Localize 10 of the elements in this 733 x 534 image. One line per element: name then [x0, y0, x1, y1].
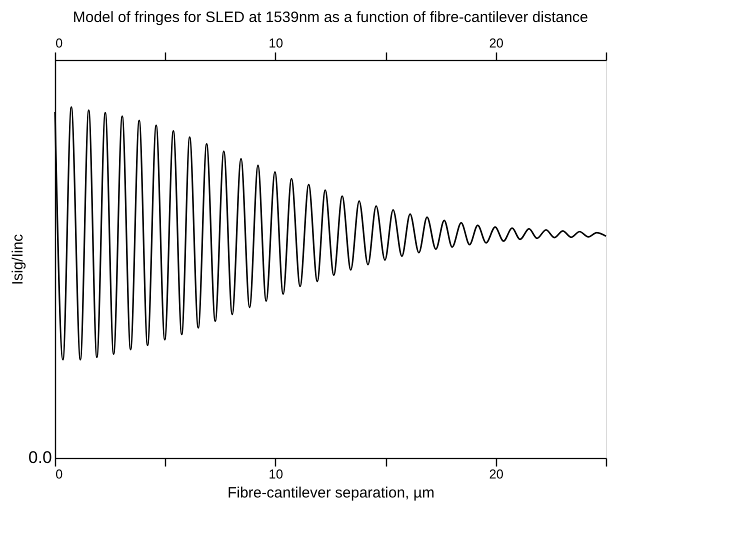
x2-tick-label: 0 [56, 36, 63, 50]
x2-tick-label: 20 [489, 36, 504, 50]
x-axis-title: Fibre-cantilever separation, µm [227, 484, 435, 502]
x-tick-label: 20 [489, 466, 504, 482]
x2-tick-label: 10 [268, 36, 284, 50]
x-tick-label: 0 [56, 466, 63, 482]
x-tick-label: 10 [268, 466, 284, 482]
text: 0.0 [28, 448, 52, 467]
chart-title: Model of fringes for SLED at 1539nm as a function of fibre-cantilever distance [72, 9, 588, 26]
y-axis-title: Isig/Iinc [10, 234, 26, 285]
